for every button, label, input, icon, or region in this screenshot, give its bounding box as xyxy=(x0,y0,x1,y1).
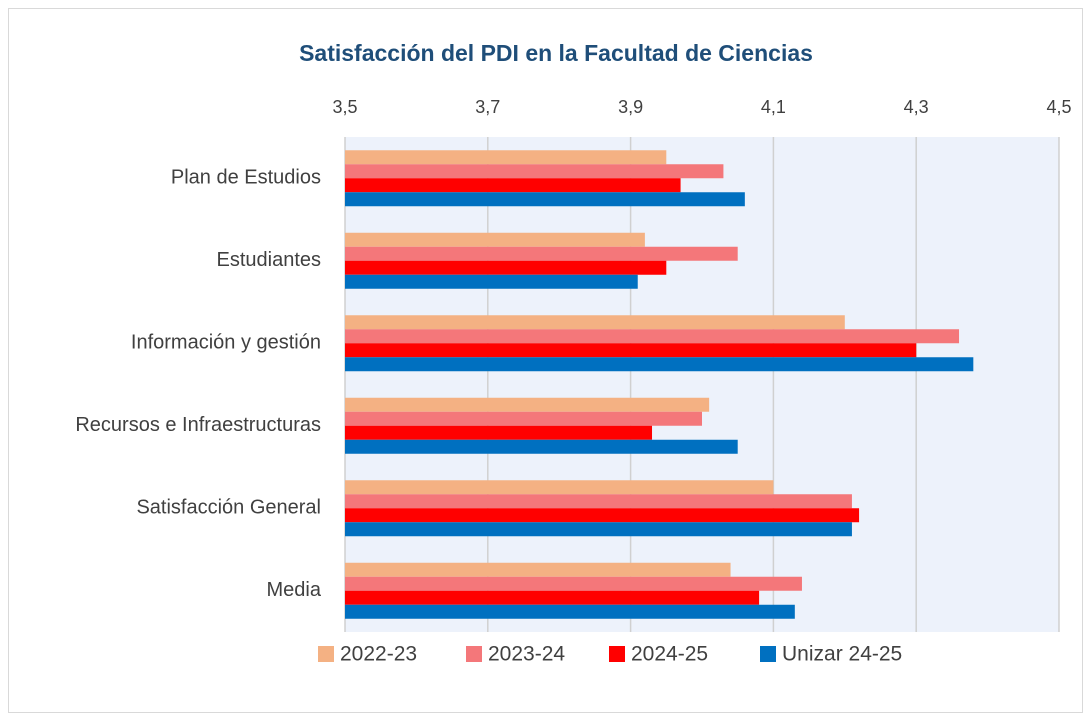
bar xyxy=(345,522,852,537)
bar xyxy=(345,480,774,495)
legend-label: 2023-24 xyxy=(488,643,565,666)
x-tick-label: 4,3 xyxy=(904,97,929,117)
legend-swatch xyxy=(609,646,625,662)
x-tick-label: 4,1 xyxy=(761,97,786,117)
x-tick-label: 3,9 xyxy=(618,97,643,117)
y-tick-label: Satisfacción General xyxy=(136,497,321,519)
bar xyxy=(345,178,681,193)
bar xyxy=(345,315,845,330)
legend-label: 2022-23 xyxy=(340,643,417,666)
legend-label: Unizar 24-25 xyxy=(782,643,902,666)
legend-swatch xyxy=(466,646,482,662)
x-tick-label: 4,5 xyxy=(1046,97,1071,117)
bar xyxy=(345,232,645,247)
y-tick-label: Información y gestión xyxy=(131,332,321,354)
y-tick-label: Plan de Estudios xyxy=(171,167,321,189)
legend-swatch xyxy=(760,646,776,662)
x-tick-label: 3,7 xyxy=(475,97,500,117)
bar xyxy=(345,246,738,261)
legend-label: 2024-25 xyxy=(631,643,708,666)
bar xyxy=(345,576,802,591)
y-tick-label: Media xyxy=(267,579,322,601)
chart-title: Satisfacción del PDI en la Facultad de C… xyxy=(299,40,813,66)
bar xyxy=(345,164,724,179)
bar xyxy=(345,260,667,275)
bar xyxy=(345,508,860,523)
bar xyxy=(345,425,653,440)
bar xyxy=(345,590,760,605)
bar xyxy=(345,439,738,454)
bar xyxy=(345,343,917,358)
bar xyxy=(345,397,710,412)
y-tick-label: Recursos e Infraestructuras xyxy=(75,414,321,436)
bar xyxy=(345,329,960,344)
bar xyxy=(345,411,702,426)
bar xyxy=(345,562,731,577)
x-tick-label: 3,5 xyxy=(332,97,357,117)
plot-area xyxy=(345,137,1059,632)
legend-swatch xyxy=(318,646,334,662)
bar xyxy=(345,357,974,372)
bar xyxy=(345,604,795,619)
bar xyxy=(345,192,745,207)
bar xyxy=(345,274,638,289)
bar xyxy=(345,150,667,165)
y-tick-label: Estudiantes xyxy=(216,249,321,271)
bar xyxy=(345,494,852,509)
